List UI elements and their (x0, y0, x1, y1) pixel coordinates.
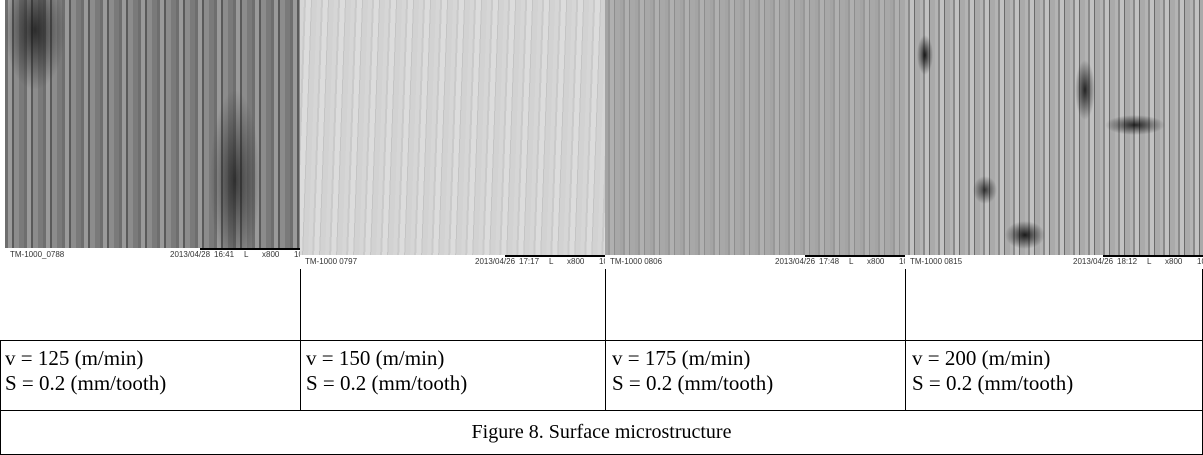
info-time: 17:48 (819, 257, 840, 266)
info-image-id: TM-1000 0797 (305, 257, 358, 266)
micrograph-image (905, 0, 1203, 255)
info-magnification: x800 (1165, 257, 1183, 266)
row-border (0, 410, 1203, 411)
info-image-id: TM-1000 0806 (610, 257, 663, 266)
cutting-speed: v = 175 (m/min) (612, 346, 751, 370)
info-magnification: x800 (567, 257, 585, 266)
cutting-speed: v = 150 (m/min) (306, 346, 445, 370)
info-date: 2013/04/26 (775, 257, 816, 266)
info-date: 2013/04/26 (1073, 257, 1114, 266)
feed-rate: S = 0.2 (mm/tooth) (912, 371, 1074, 395)
info-magnification: x800 (867, 257, 885, 266)
info-scale: 100 (599, 257, 605, 266)
cell-border (905, 265, 906, 410)
scale-bar (1103, 255, 1203, 257)
info-time: 16:41 (214, 250, 235, 259)
info-time: 18:12 (1117, 257, 1138, 266)
cutting-speed: v = 200 (m/min) (912, 346, 1051, 370)
micrograph-image (300, 0, 605, 255)
scale-bar (505, 255, 605, 257)
cutting-speed: v = 125 (m/min) (5, 346, 144, 370)
info-scale: 100 (899, 257, 905, 266)
info-mode: L (549, 257, 554, 266)
info-date: 2013/04/28 (170, 250, 211, 259)
info-time: 17:17 (519, 257, 540, 266)
info-image-id: TM-1000 0815 (910, 257, 963, 266)
info-magnification: x800 (262, 250, 280, 259)
info-scale: 100 (1197, 257, 1203, 266)
scale-bar (200, 248, 300, 250)
info-scale: 100 (294, 250, 300, 259)
micrograph-image (605, 0, 905, 255)
info-mode: L (1147, 257, 1152, 266)
feed-rate: S = 0.2 (mm/tooth) (5, 371, 167, 395)
scale-bar (805, 255, 905, 257)
feed-rate: S = 0.2 (mm/tooth) (306, 371, 468, 395)
row-border (0, 340, 1203, 341)
micrograph-image (5, 0, 300, 248)
info-image-id: TM-1000_0788 (10, 250, 65, 259)
feed-rate: S = 0.2 (mm/tooth) (612, 371, 774, 395)
info-date: 2013/04/26 (475, 257, 516, 266)
info-mode: L (849, 257, 854, 266)
cell-border (0, 340, 1, 455)
cell-border (605, 265, 606, 410)
figure-caption: Figure 8. Surface microstructure (471, 421, 732, 443)
info-mode: L (244, 250, 249, 259)
cell-border (300, 265, 301, 410)
